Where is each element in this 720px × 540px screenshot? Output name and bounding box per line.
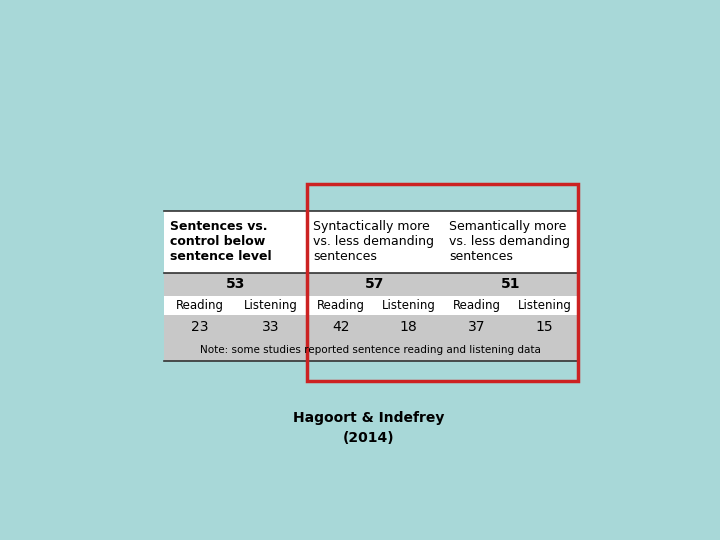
Bar	[163, 338, 578, 361]
Bar	[163, 315, 578, 338]
Bar	[163, 273, 578, 296]
Text: Listening: Listening	[382, 299, 436, 312]
Text: 37: 37	[468, 320, 485, 334]
Text: Sentences vs.
control below
sentence level: Sentences vs. control below sentence lev…	[170, 220, 271, 264]
Text: 57: 57	[365, 277, 384, 291]
Text: 18: 18	[400, 320, 418, 334]
Text: 23: 23	[191, 320, 208, 334]
Text: Reading: Reading	[453, 299, 500, 312]
Text: Reading: Reading	[176, 299, 223, 312]
Text: Semantically more
vs. less demanding
sentences: Semantically more vs. less demanding sen…	[449, 220, 570, 264]
Text: Listening: Listening	[244, 299, 298, 312]
Text: Note: some studies reported sentence reading and listening data: Note: some studies reported sentence rea…	[200, 345, 541, 355]
Text: Listening: Listening	[518, 299, 571, 312]
Text: 33: 33	[262, 320, 280, 334]
Text: Syntactically more
vs. less demanding
sentences: Syntactically more vs. less demanding se…	[313, 220, 434, 264]
Text: 42: 42	[332, 320, 350, 334]
Bar	[163, 211, 578, 361]
Text: 53: 53	[225, 277, 245, 291]
Text: Hagoort & Indefrey
(2014): Hagoort & Indefrey (2014)	[293, 411, 445, 445]
Text: 15: 15	[536, 320, 553, 334]
Text: 51: 51	[500, 277, 520, 291]
Bar	[307, 184, 578, 381]
Text: Reading: Reading	[317, 299, 365, 312]
